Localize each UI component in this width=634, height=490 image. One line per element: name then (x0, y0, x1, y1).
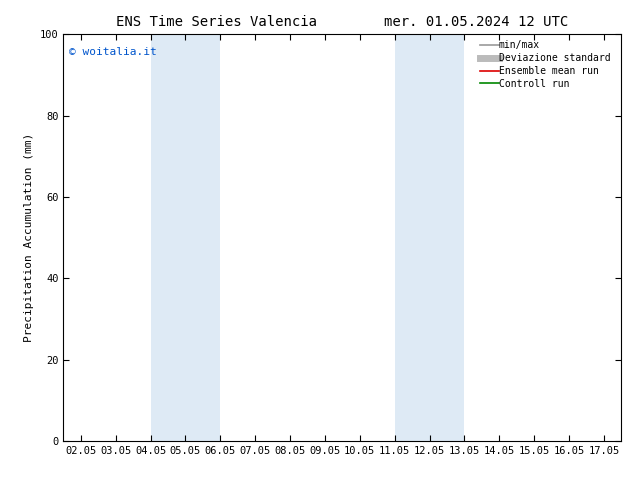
Text: © woitalia.it: © woitalia.it (69, 47, 157, 56)
Legend: min/max, Deviazione standard, Ensemble mean run, Controll run: min/max, Deviazione standard, Ensemble m… (476, 36, 619, 93)
Title: ENS Time Series Valencia        mer. 01.05.2024 12 UTC: ENS Time Series Valencia mer. 01.05.2024… (116, 15, 569, 29)
Bar (394, 34, 464, 441)
Bar (150, 34, 221, 441)
Y-axis label: Precipitation Accumulation (mm): Precipitation Accumulation (mm) (24, 133, 34, 343)
